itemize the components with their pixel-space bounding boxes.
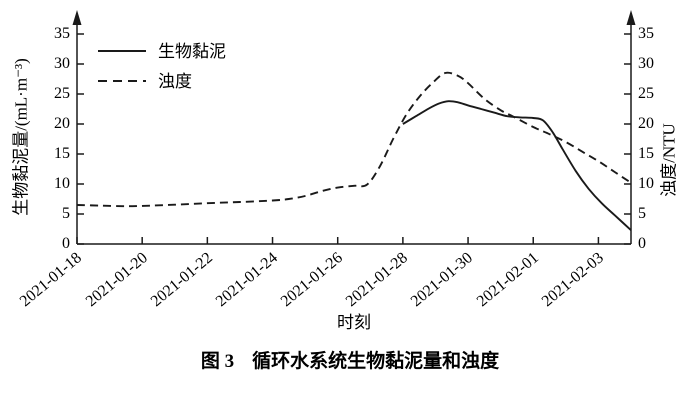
y-tick-label-right: 10 xyxy=(638,175,654,192)
right-axis-arrow-icon xyxy=(626,10,636,25)
legend-label-turbidity: 浊度 xyxy=(158,71,192,91)
curve-biofilm xyxy=(402,100,632,231)
left-axis-title: 生物黏泥量/(mL·m⁻³) xyxy=(11,58,31,216)
y-tick-label-left: 25 xyxy=(54,85,70,102)
dashed-line-sample-icon xyxy=(98,80,146,82)
y-tick-label-right: 20 xyxy=(638,115,654,132)
left-axis-arrow-icon xyxy=(72,10,82,25)
curve-turbidity xyxy=(76,71,632,208)
solid-line-sample-icon xyxy=(98,50,146,52)
y-tick-label-right: 30 xyxy=(638,55,654,72)
y-tick-label-left: 30 xyxy=(54,55,70,72)
y-tick-label-right: 25 xyxy=(638,85,654,102)
y-tick-label-left: 15 xyxy=(54,145,70,162)
y-tick-label-left: 20 xyxy=(54,115,70,132)
y-tick-label-right: 15 xyxy=(638,145,654,162)
figure-caption: 图 3 循环水系统生物黏泥量和浊度 xyxy=(0,351,700,373)
y-tick-label-left: 10 xyxy=(54,175,70,192)
y-tick-label-left: 35 xyxy=(54,25,70,42)
legend: 生物黏泥 浊度 xyxy=(98,36,226,96)
right-axis-title: 浊度/NTU xyxy=(659,123,679,197)
y-tick-label-right: 0 xyxy=(638,235,646,252)
y-tick-label-right: 5 xyxy=(638,205,646,222)
y-tick-label-left: 5 xyxy=(62,205,70,222)
caption-number: 图 3 xyxy=(200,351,235,372)
legend-label-biofilm: 生物黏泥 xyxy=(158,41,226,61)
caption-title: 循环水系统生物黏泥量和浊度 xyxy=(252,351,500,372)
y-tick-label-right: 35 xyxy=(638,25,654,42)
legend-item-biofilm: 生物黏泥 xyxy=(98,36,226,66)
legend-item-turbidity: 浊度 xyxy=(98,66,226,96)
y-tick-label-left: 0 xyxy=(62,235,70,252)
x-axis-title: 时刻 xyxy=(337,313,371,332)
